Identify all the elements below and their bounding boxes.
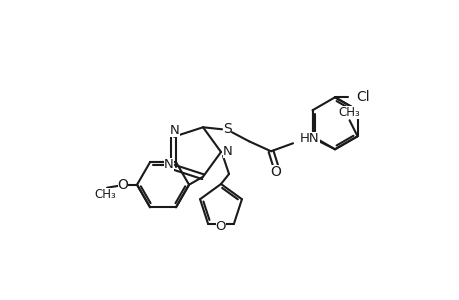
- Text: S: S: [222, 122, 231, 136]
- Text: N: N: [170, 124, 179, 137]
- Text: HN: HN: [299, 132, 319, 145]
- Text: CH₃: CH₃: [338, 106, 360, 119]
- Text: Cl: Cl: [355, 90, 369, 104]
- Text: O: O: [118, 178, 128, 192]
- Text: N: N: [164, 158, 174, 171]
- Text: O: O: [215, 220, 226, 233]
- Text: N: N: [223, 145, 232, 158]
- Text: O: O: [270, 165, 281, 179]
- Text: CH₃: CH₃: [94, 188, 116, 201]
